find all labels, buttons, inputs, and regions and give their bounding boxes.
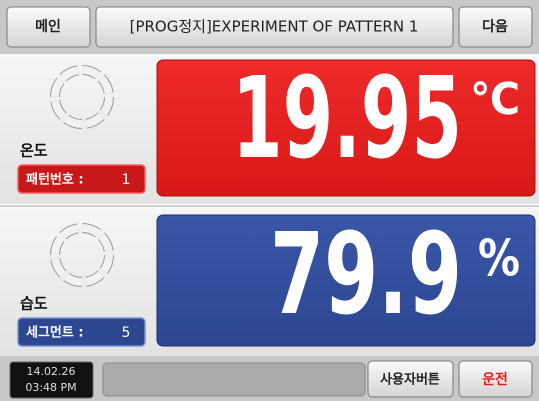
- segment-badge: [17, 317, 146, 347]
- next-button-label[interactable]: 다음: [482, 19, 508, 35]
- run-button[interactable]: [458, 360, 533, 398]
- temperature-label: 온도: [20, 142, 48, 160]
- user-button[interactable]: [367, 360, 454, 398]
- pattern-badge: [17, 164, 146, 194]
- run-button-label[interactable]: 운전: [482, 371, 508, 388]
- message-bar: [102, 362, 366, 397]
- next-button[interactable]: [458, 6, 533, 48]
- segment-number: 5: [122, 325, 131, 341]
- clock-date: 14.02.26: [27, 365, 76, 378]
- main-button[interactable]: [6, 6, 91, 48]
- humidity-unit: %: [478, 230, 520, 288]
- clock-time: 03:48 PM: [25, 381, 76, 394]
- temperature-display: [156, 59, 536, 197]
- segment-badge-label: 세그먼트 :: [26, 325, 84, 341]
- title: [PROG정지]EXPERIMENT OF PATTERN 1: [130, 18, 419, 36]
- user-button-label[interactable]: 사용자버튼: [380, 372, 440, 388]
- pattern-number: 1: [122, 172, 131, 188]
- temperature-value: 19.95: [232, 54, 462, 184]
- spinner: [51, 66, 113, 128]
- humidity-label: 습도: [20, 295, 48, 313]
- clock: [9, 361, 94, 399]
- pattern-badge-label: 패턴번호 :: [26, 172, 84, 188]
- main-button-label[interactable]: 메인: [35, 18, 61, 35]
- spinner: [51, 224, 113, 286]
- humidity-display: [156, 214, 536, 347]
- humidity-value: 79.9: [270, 210, 462, 340]
- title-box: [95, 6, 454, 48]
- temperature-unit: ℃: [470, 74, 520, 125]
